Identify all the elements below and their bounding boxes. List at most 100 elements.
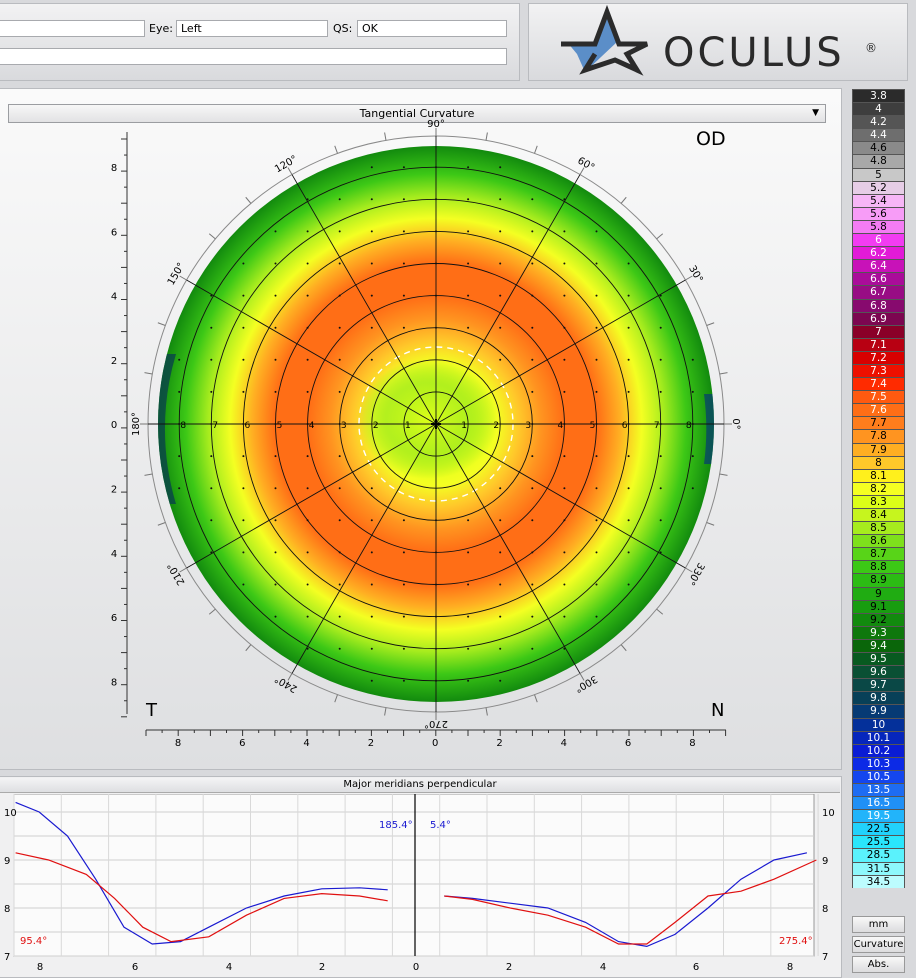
grid-dot	[659, 358, 662, 361]
grid-dot	[659, 326, 662, 329]
ring-label: 2	[373, 421, 379, 431]
grid-dot	[659, 551, 662, 554]
angle-label: 90°	[427, 119, 445, 130]
grid-dot	[563, 615, 566, 618]
color-scale-swatch: 3.8	[852, 89, 905, 103]
color-scale-swatch: 10.3	[852, 756, 905, 770]
grid-dot	[274, 455, 277, 458]
grid-dot	[499, 583, 502, 586]
angle-tick	[179, 567, 187, 573]
grid-dot	[402, 230, 405, 233]
grid-dot	[563, 326, 566, 329]
grid-dot	[402, 647, 405, 650]
ring-label: 3	[525, 421, 531, 431]
grid-dot	[370, 583, 373, 586]
grid-dot	[338, 423, 341, 425]
qs-field[interactable]: OK	[357, 20, 507, 37]
profile-y-label-right: 9	[822, 856, 828, 867]
grid-dot	[338, 519, 341, 522]
grid-dot	[370, 647, 373, 650]
grid-dot	[274, 487, 277, 490]
grid-dot	[531, 423, 534, 425]
grid-dot	[563, 647, 566, 650]
grid-dot	[242, 455, 245, 458]
grid-dot	[370, 519, 373, 522]
grid-dot	[370, 487, 373, 490]
color-scale-swatch: 34.5	[852, 874, 905, 888]
grid-dot	[595, 583, 598, 586]
grid-dot	[595, 358, 598, 361]
x-axis-tick-label: 6	[239, 738, 245, 749]
map-type-dropdown[interactable]: Tangential Curvature ▼	[8, 104, 826, 123]
angle-tick	[287, 167, 293, 175]
grid-dot	[306, 455, 309, 458]
grid-dot	[242, 423, 245, 425]
angle-tick	[485, 132, 488, 141]
color-scale-swatch: 31.5	[852, 861, 905, 875]
color-scale-swatch: 7.4	[852, 377, 905, 391]
grid-dot	[563, 230, 566, 233]
profile-y-label-left: 7	[4, 952, 10, 963]
grid-dot	[274, 262, 277, 265]
ring-label: 3	[341, 421, 347, 431]
ring-label: 4	[558, 421, 564, 431]
color-scale-swatch: 6.4	[852, 259, 905, 273]
grid-dot	[435, 519, 437, 522]
grid-dot	[467, 198, 470, 201]
grid-dot	[563, 198, 566, 201]
grid-dot	[627, 262, 630, 265]
profile-x-label: 6	[132, 962, 138, 973]
temporal-label: T	[146, 700, 157, 721]
color-scale-swatch: 8.8	[852, 560, 905, 574]
grid-dot	[210, 390, 213, 393]
grid-dot	[306, 487, 309, 490]
color-scale-swatch: 9.8	[852, 691, 905, 705]
grid-dot	[338, 230, 341, 233]
grid-dot	[531, 455, 534, 458]
y-axis-tick-label: 0	[111, 420, 117, 431]
x-axis-tick-label: 0	[432, 738, 438, 749]
grid-dot	[338, 358, 341, 361]
ring-label: 6	[622, 421, 628, 431]
grid-dot	[306, 583, 309, 586]
grid-dot	[306, 262, 309, 265]
grid-dot	[499, 679, 502, 682]
x-axis-tick-label: 2	[368, 738, 374, 749]
angle-tick	[208, 233, 216, 240]
profile-angle-red-right: 275.4°	[779, 936, 813, 947]
grid-dot	[499, 551, 502, 554]
grid-dot	[370, 679, 373, 682]
color-scale-swatch: 9	[852, 586, 905, 600]
patient-name-field[interactable]	[0, 20, 145, 37]
grid-dot	[531, 519, 534, 522]
angle-tick	[706, 322, 715, 326]
grid-dot	[370, 262, 373, 265]
grid-dot	[178, 487, 181, 490]
ring-label: 8	[180, 421, 186, 431]
eye-field[interactable]: Left	[176, 20, 328, 37]
grid-dot	[435, 615, 437, 618]
color-scale-swatch: 5.2	[852, 180, 905, 194]
profile-curve-red-right	[444, 859, 817, 945]
grid-dot	[627, 294, 630, 297]
curvature-mode-button[interactable]: Curvature	[852, 936, 905, 953]
absolute-scale-button[interactable]: Abs.	[852, 956, 905, 973]
angle-tick	[719, 372, 728, 375]
color-scale-swatch: 8.6	[852, 534, 905, 548]
qs-label: QS:	[333, 22, 353, 35]
grid-dot	[499, 487, 502, 490]
grid-dot	[274, 423, 277, 425]
grid-dot	[691, 423, 694, 425]
color-scale-swatch: 6.9	[852, 311, 905, 325]
x-axis-tick-label: 6	[625, 738, 631, 749]
angle-tick	[579, 673, 585, 681]
color-scale-swatch: 4.4	[852, 128, 905, 142]
angle-tick	[384, 132, 387, 141]
grid-dot	[467, 551, 470, 554]
angle-tick	[287, 673, 293, 681]
comment-field[interactable]	[0, 48, 507, 65]
unit-button[interactable]: mm	[852, 916, 905, 933]
profile-y-label-right: 7	[822, 952, 828, 963]
color-scale-swatch: 4.2	[852, 115, 905, 129]
